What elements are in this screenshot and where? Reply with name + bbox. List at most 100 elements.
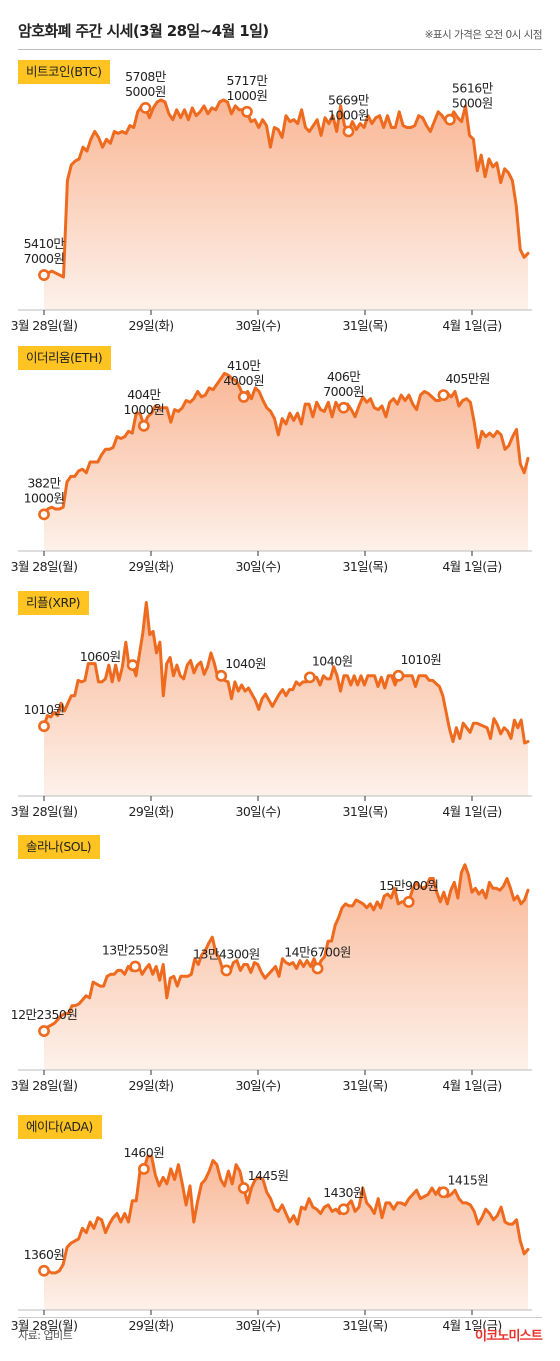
publisher-logo: 이코노미스트 — [475, 1329, 543, 1344]
price-annotation-label: 12만2350원 — [11, 1007, 78, 1022]
x-tick-label: 30일(수) — [235, 1318, 280, 1333]
x-tick-label: 30일(수) — [235, 318, 280, 333]
price-annotation-label: 1000원 — [227, 88, 268, 103]
price-annotation-label: 406만 — [327, 369, 361, 384]
price-point-marker — [38, 1264, 50, 1277]
price-annotation-label: 1445원 — [248, 1168, 289, 1183]
price-point-marker — [237, 1182, 250, 1194]
price-point-marker — [342, 125, 355, 138]
price-point-marker — [129, 960, 142, 973]
price-annotation-label: 405만원 — [445, 371, 489, 386]
coin-label-eth: 이더리움(ETH) — [18, 346, 112, 370]
price-time-note: ※표시 가격은 오전 0시 시점 — [424, 29, 543, 41]
price-annotation-label: 1040원 — [225, 656, 266, 671]
price-annotation-label: 7000원 — [24, 251, 65, 266]
x-tick-label: 31일(목) — [342, 804, 387, 819]
x-tick-label: 31일(목) — [342, 559, 387, 574]
btc-chart-panel: 3월 28일(월) 29일(화) 30일(수) 31일(목) 4월 1일(금) 5410만… — [0, 60, 560, 333]
price-annotation-label: 13만4300원 — [193, 946, 260, 961]
price-annotation-label: 5410만 — [24, 236, 66, 251]
price-annotation-label: 404만 — [127, 387, 161, 402]
price-annotation-label: 1000원 — [328, 107, 369, 122]
price-point-marker — [241, 105, 253, 118]
price-annotation-label: 1040원 — [312, 653, 353, 668]
x-tick-label: 4월 1일(금) — [442, 559, 501, 574]
xrp-chart-panel: 3월 28일(월) 29일(화) 30일(수) 31일(목) 4월 1일(금) 1010원… — [0, 591, 560, 819]
coin-label-btc: 비트코인(BTC) — [18, 60, 111, 84]
x-tick-label: 3월 28일(월) — [11, 804, 78, 819]
price-point-marker — [444, 113, 456, 126]
price-point-marker — [437, 1186, 450, 1199]
price-area-fill — [44, 864, 528, 1070]
price-annotation-label: 5669만 — [328, 92, 370, 107]
price-point-marker — [392, 669, 405, 682]
price-line — [42, 601, 530, 745]
x-tick-label: 29일(화) — [128, 1078, 173, 1093]
price-point-marker — [38, 1025, 50, 1037]
data-source: 자료: 업비트 — [18, 1329, 73, 1342]
price-point-marker — [337, 401, 350, 414]
x-tick-label: 29일(화) — [128, 1318, 173, 1333]
price-area-fill — [44, 373, 528, 551]
x-tick-label: 31일(목) — [342, 1078, 387, 1093]
x-tick-label: 30일(수) — [235, 1078, 280, 1093]
sol-chart: 3월 28일(월) 29일(화) 30일(수) 31일(목) 4월 1일(금) 12만23… — [11, 863, 532, 1093]
ada-chart: 3월 28일(월) 29일(화) 30일(수) 31일(목) 4월 1일(금) 1360원… — [11, 1145, 532, 1333]
price-annotation-label: 4000원 — [223, 373, 264, 388]
x-tick-label: 30일(수) — [235, 804, 280, 819]
x-tick-label: 4월 1일(금) — [442, 804, 501, 819]
coin-label-xrp: 리플(XRP) — [18, 591, 90, 615]
price-annotation-label: 1360원 — [24, 1247, 65, 1262]
price-point-marker — [38, 508, 50, 521]
price-point-marker — [220, 964, 233, 977]
coin-label-ada: 에이다(ADA) — [18, 1115, 102, 1139]
price-annotation-label: 382만 — [27, 475, 61, 490]
price-annotation-label: 5616만 — [452, 81, 494, 96]
price-point-marker — [139, 101, 152, 114]
price-point-marker — [303, 671, 316, 684]
price-annotation-label: 13만2550원 — [102, 942, 169, 957]
price-annotation-label: 15만900원 — [379, 878, 438, 893]
chart-main-title: 암호화폐 주간 시세(3월 28일~4월 1일) — [18, 22, 269, 40]
x-tick-label: 3월 28일(월) — [11, 318, 78, 333]
price-annotation-label: 1060원 — [80, 649, 121, 664]
x-tick-label: 4월 1일(금) — [442, 318, 501, 333]
price-annotation-label: 14만6700원 — [284, 944, 351, 959]
price-point-marker — [437, 389, 450, 402]
price-area-fill — [44, 100, 528, 310]
price-annotation-label: 1000원 — [24, 490, 65, 505]
ada-chart-panel: 3월 28일(월) 29일(화) 30일(수) 31일(목) 4월 1일(금) 1360원… — [0, 1115, 560, 1333]
price-point-marker — [38, 269, 50, 281]
price-area-fill — [44, 1156, 528, 1310]
price-annotation-label: 5000원 — [125, 84, 166, 99]
coin-label-sol: 솔라나(SOL) — [18, 835, 100, 859]
price-point-marker — [237, 391, 250, 403]
price-annotation-label: 5717만 — [227, 73, 269, 88]
x-tick-label: 31일(목) — [342, 1318, 387, 1333]
price-annotation-label: 1430원 — [323, 1185, 364, 1200]
x-tick-label: 3월 28일(월) — [11, 1318, 78, 1333]
x-tick-label: 4월 1일(금) — [442, 1078, 501, 1093]
eth-chart-panel: 3월 28일(월) 29일(화) 30일(수) 31일(목) 4월 1일(금) 382만 1… — [0, 346, 560, 574]
x-tick-label: 3월 28일(월) — [11, 559, 78, 574]
price-annotation-label: 1460원 — [123, 1145, 164, 1160]
price-area-fill — [44, 602, 528, 796]
price-annotation-label: 5000원 — [452, 96, 493, 111]
price-point-marker — [38, 720, 50, 733]
price-annotation-label: 7000원 — [323, 384, 364, 399]
price-point-marker — [137, 1163, 150, 1175]
sol-chart-panel: 3월 28일(월) 29일(화) 30일(수) 31일(목) 4월 1일(금) 12만23… — [0, 835, 560, 1093]
price-line — [42, 863, 530, 1033]
price-annotation-label: 1000원 — [123, 402, 164, 417]
price-point-marker — [311, 962, 324, 975]
x-tick-label: 29일(화) — [128, 318, 173, 333]
xrp-chart: 3월 28일(월) 29일(화) 30일(수) 31일(목) 4월 1일(금) 1010원… — [11, 601, 532, 819]
bottom-divider — [18, 1317, 542, 1318]
x-tick-label: 29일(화) — [128, 804, 173, 819]
x-tick-label: 30일(수) — [235, 559, 280, 574]
price-annotation-label: 5708만 — [125, 69, 167, 84]
price-point-marker — [337, 1203, 350, 1216]
price-annotation-label: 1010원 — [24, 702, 65, 717]
eth-chart: 3월 28일(월) 29일(화) 30일(수) 31일(목) 4월 1일(금)382만1… — [11, 358, 532, 574]
btc-chart: 3월 28일(월) 29일(화) 30일(수) 31일(목) 4월 1일(금) 5410만… — [11, 69, 532, 333]
